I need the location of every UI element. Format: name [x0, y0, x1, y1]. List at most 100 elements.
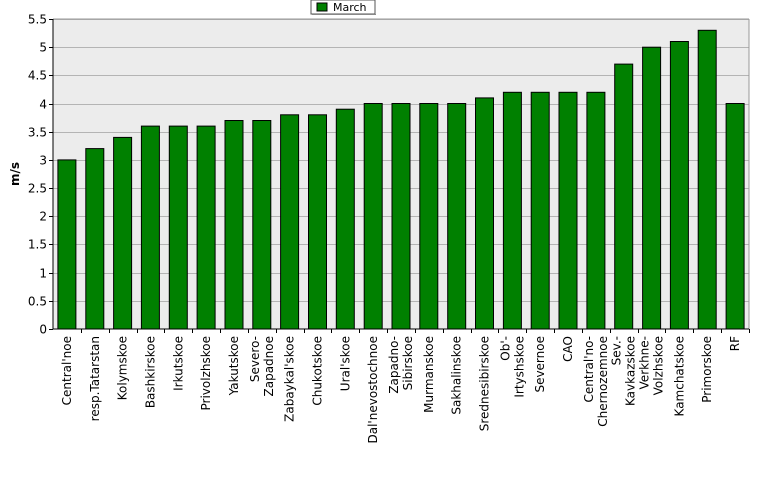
x-tick-label-line: Bashkirskoe [143, 336, 157, 408]
x-tick-label: Ural'skoe [338, 336, 352, 391]
bar[interactable] [252, 120, 272, 330]
x-tick-label: Central'no-Chernozemnoe [582, 336, 610, 427]
bar[interactable] [586, 91, 606, 330]
bar[interactable] [669, 41, 689, 330]
y-tick-label: 2.5 [28, 182, 47, 196]
x-tick-label-line: Zabaykal'skoe [283, 336, 297, 422]
x-tick-label: Privolzhskoe [199, 336, 213, 410]
bar[interactable] [558, 91, 578, 330]
bar[interactable] [447, 103, 467, 330]
x-tick-label: RF [728, 336, 742, 351]
y-tick-label: 1 [39, 267, 47, 281]
x-tick-label: Bashkirskoe [143, 336, 157, 408]
y-tick-label: 0 [39, 323, 47, 337]
x-tick-label: Ob'-Irtyshskoe [498, 336, 526, 398]
bar[interactable] [113, 136, 133, 330]
legend[interactable]: March [310, 0, 376, 15]
y-tick-label: 4 [39, 98, 47, 112]
bar[interactable] [335, 108, 355, 330]
x-tick-label-line: Sev.- [610, 336, 624, 365]
x-tick-label: Srednesibirskoe [478, 336, 492, 431]
y-tick-label: 3 [39, 154, 47, 168]
x-tick-label-line: Chernozemnoe [596, 336, 610, 427]
bar[interactable] [168, 125, 188, 330]
x-tick-label: Kamchatskoe [672, 336, 686, 416]
x-tick-label-line: Primorskoe [700, 336, 714, 403]
x-tick-label: Yakutskoe [227, 336, 241, 396]
x-tick-label-line: Kamchatskoe [672, 336, 686, 416]
x-tick-label: Murmanskoe [422, 336, 436, 413]
bar[interactable] [280, 114, 300, 330]
x-tick-label-line: Zapadnoe [262, 336, 276, 397]
legend-swatch-march [316, 2, 328, 12]
x-tick-label-line: Murmanskoe [422, 336, 436, 413]
x-tick-label-line: Ural'skoe [338, 336, 352, 391]
x-tick-label: Sakhalinskoe [450, 336, 464, 415]
bar[interactable] [614, 63, 634, 330]
x-tick-label-line: Volzhskoe [652, 336, 666, 395]
bar[interactable] [725, 103, 745, 330]
x-tick-label-line: Verkhne- [638, 336, 652, 389]
y-tick-label: 5.5 [28, 13, 47, 27]
bar[interactable] [308, 114, 327, 330]
x-tick-label: resp.Tatarstan [88, 336, 102, 421]
x-tick-label: Kolymskoe [116, 336, 130, 400]
x-tick-label-line: Privolzhskoe [199, 336, 213, 410]
y-tick-label: 3.5 [28, 126, 47, 140]
x-tick-label-line: resp.Tatarstan [88, 336, 102, 421]
x-tick-label: Sev.-Kavkazskoe [610, 336, 638, 406]
y-tick-label: 2 [39, 210, 47, 224]
bar[interactable] [475, 97, 494, 330]
x-tick-label-line: Central'noe [60, 336, 74, 405]
y-tick-label: 5 [39, 41, 47, 55]
y-axis-label: m/s [8, 162, 22, 186]
bar[interactable] [642, 46, 662, 330]
x-tick-label-line: Dal'nevostochnoe [366, 336, 380, 444]
bars [57, 29, 745, 330]
x-tick-label-line: Kolymskoe [116, 336, 130, 400]
x-tick-label-line: Srednesibirskoe [478, 336, 492, 431]
bar[interactable] [224, 120, 244, 330]
x-tick-label-line: Chukotskoe [311, 336, 325, 406]
x-axis-ticks: Central'noe resp.Tatarstan Kolymskoe Bashki… [60, 329, 750, 444]
bar[interactable] [363, 103, 383, 330]
x-tick-label: Central'noe [60, 336, 74, 405]
x-tick-label-line: Sakhalinskoe [450, 336, 464, 415]
legend-label-march: March [333, 1, 367, 14]
x-tick-label-line: Severo- [248, 336, 262, 382]
x-tick-label: Dal'nevostochnoe [366, 336, 380, 444]
x-tick-label: Severnoe [533, 336, 547, 393]
x-tick-label-line: RF [728, 336, 742, 351]
x-tick-label-line: Central'no- [582, 336, 596, 403]
x-tick-label: Zabaykal'skoe [283, 336, 297, 422]
x-tick-label-line: Irkutskoe [171, 336, 185, 391]
x-tick-label: Chukotskoe [311, 336, 325, 406]
bar[interactable] [697, 29, 717, 330]
x-tick-label: Primorskoe [700, 336, 714, 403]
bar[interactable] [502, 91, 522, 330]
bar[interactable] [530, 91, 550, 330]
y-tick-label: 0.5 [28, 295, 47, 309]
x-tick-label-line: CAO [561, 336, 575, 362]
bar[interactable] [140, 125, 160, 330]
x-tick-label: Verkhne-Volzhskoe [638, 336, 666, 395]
x-tick-label: CAO [561, 336, 575, 362]
x-tick-label-line: Irtyshskoe [512, 336, 526, 398]
bar[interactable] [57, 159, 77, 330]
bar[interactable] [85, 148, 105, 330]
x-tick-label-line: Sibirskoe [401, 336, 415, 390]
bar[interactable] [391, 103, 411, 330]
y-tick-label: 4.5 [28, 69, 47, 83]
x-tick-label: Irkutskoe [171, 336, 185, 391]
bar[interactable] [196, 125, 216, 330]
y-axis-ticks: 0 0.5 1 1.5 2 2.5 3 3.5 4 4.5 5 5.5 [28, 13, 53, 337]
x-tick-label: Zapadno-Sibirskoe [387, 336, 415, 394]
x-tick-label-line: Kavkazskoe [624, 336, 638, 406]
x-tick-label-line: Zapadno- [387, 336, 401, 394]
x-tick-label: Severo-Zapadnoe [248, 336, 276, 397]
x-tick-label-line: Yakutskoe [227, 336, 241, 396]
bar[interactable] [419, 103, 439, 330]
y-tick-label: 1.5 [28, 238, 47, 252]
x-tick-label-line: Ob'- [498, 336, 512, 361]
